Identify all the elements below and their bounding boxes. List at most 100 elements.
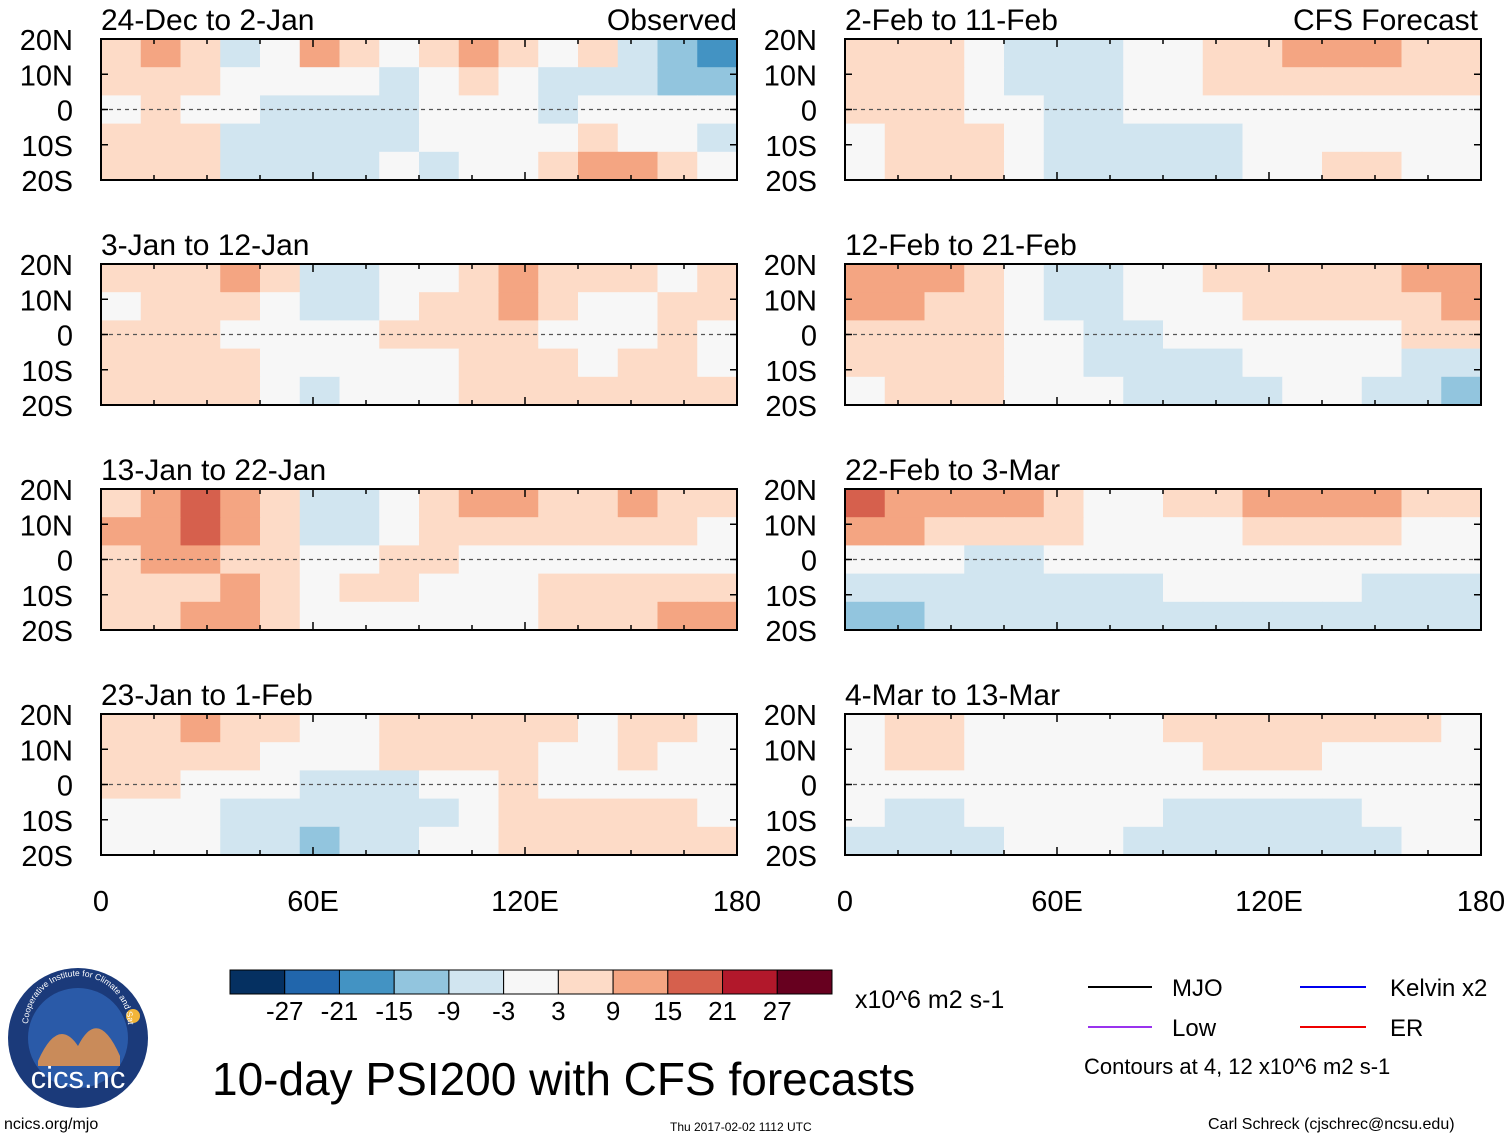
anomaly-cell (1123, 123, 1164, 153)
anomaly-cell (419, 264, 460, 293)
anomaly-cell (924, 489, 965, 518)
anomaly-cell (140, 826, 182, 856)
anomaly-cell (220, 292, 261, 321)
anomaly-cell (1401, 264, 1442, 293)
anomaly-cell (299, 517, 341, 546)
anomaly-cell (924, 264, 965, 293)
anomaly-cell (339, 67, 380, 96)
anomaly-cell (884, 826, 926, 856)
anomaly-cell (180, 601, 221, 631)
anomaly-cell (1004, 573, 1045, 603)
anomaly-cell (260, 264, 301, 293)
legend-label-mjo: MJO (1172, 975, 1223, 1002)
anomaly-cell (1163, 123, 1204, 153)
anomaly-cell (1401, 376, 1442, 406)
anomaly-cell (140, 264, 182, 293)
anomaly-cell (498, 714, 539, 743)
anomaly-cell (1202, 292, 1244, 321)
anomaly-cell (339, 123, 380, 153)
anomaly-cell (1123, 264, 1164, 293)
anomaly-cell (845, 601, 886, 631)
anomaly-cell (964, 489, 1005, 518)
y-tick-label: 0 (801, 321, 817, 353)
anomaly-cell (260, 573, 301, 603)
anomaly-cell (884, 39, 926, 68)
anomaly-cell (299, 39, 341, 68)
anomaly-cell (140, 601, 182, 631)
footer-url[interactable]: ncics.org/mjo (4, 1116, 99, 1133)
anomaly-cell (845, 348, 886, 378)
x-tick-label: 180 (713, 886, 761, 918)
anomaly-cell (339, 517, 380, 546)
anomaly-cell (220, 601, 261, 631)
anomaly-cell (1282, 39, 1323, 68)
anomaly-cell (220, 798, 261, 828)
anomaly-cell (845, 798, 886, 828)
anomaly-cell (1401, 573, 1442, 603)
anomaly-cell (1004, 517, 1045, 546)
anomaly-cell (924, 39, 965, 68)
anomaly-cell (1202, 826, 1244, 856)
colorbar-swatch (338, 969, 395, 995)
anomaly-cell (1361, 714, 1403, 743)
anomaly-cell (657, 517, 698, 546)
anomaly-cell (617, 714, 659, 743)
anomaly-cell (339, 798, 380, 828)
anomaly-cell (657, 826, 698, 856)
anomaly-cell (964, 151, 1005, 181)
anomaly-cell (419, 123, 460, 153)
anomaly-cell (260, 67, 301, 96)
y-tick-label: 20S (765, 841, 817, 873)
anomaly-cell (379, 123, 420, 153)
anomaly-cell (617, 798, 659, 828)
anomaly-cell (1083, 742, 1124, 771)
anomaly-cell (419, 489, 460, 518)
anomaly-cell (1401, 517, 1442, 546)
anomaly-cell (1123, 39, 1164, 68)
anomaly-cell (140, 123, 182, 153)
anomaly-cell (538, 123, 579, 153)
anomaly-cell (578, 573, 619, 603)
anomaly-cell (101, 573, 142, 603)
anomaly-cell (1163, 798, 1204, 828)
anomaly-cell (1163, 348, 1204, 378)
anomaly-cell (697, 376, 738, 406)
anomaly-cell (884, 573, 926, 603)
anomaly-cell (964, 601, 1005, 631)
anomaly-cell (180, 573, 221, 603)
colorbar-swatch (722, 969, 778, 995)
anomaly-cell (884, 67, 926, 96)
panel-period-label: 13-Jan to 22-Jan (101, 454, 326, 487)
anomaly-cell (1441, 348, 1482, 378)
anomaly-cell (617, 826, 659, 856)
anomaly-cell (220, 714, 261, 743)
anomaly-cell (1242, 292, 1283, 321)
anomaly-cell (924, 573, 965, 603)
anomaly-cell (1322, 489, 1363, 518)
y-tick-label: 20N (764, 25, 817, 57)
anomaly-cell (617, 601, 659, 631)
anomaly-cell (220, 123, 261, 153)
anomaly-cell (220, 348, 261, 378)
observed-header: Observed (607, 4, 737, 37)
anomaly-cell (884, 151, 926, 181)
anomaly-cell (101, 517, 142, 546)
anomaly-cell (1441, 264, 1482, 293)
anomaly-cell (617, 348, 659, 378)
anomaly-cell (578, 292, 619, 321)
anomaly-cell (1242, 798, 1283, 828)
colorbar-swatch (284, 969, 340, 995)
anomaly-cell (339, 826, 380, 856)
anomaly-cell (379, 489, 420, 518)
anomaly-cell (180, 798, 221, 828)
y-tick-label: 20S (765, 391, 817, 423)
anomaly-cell (1322, 292, 1363, 321)
anomaly-cell (924, 714, 965, 743)
panel-period-label: 22-Feb to 3-Mar (845, 454, 1060, 487)
anomaly-cell (1083, 67, 1124, 96)
anomaly-cell (1163, 39, 1204, 68)
anomaly-cell (220, 517, 261, 546)
anomaly-cell (845, 573, 886, 603)
anomaly-cell (924, 292, 965, 321)
